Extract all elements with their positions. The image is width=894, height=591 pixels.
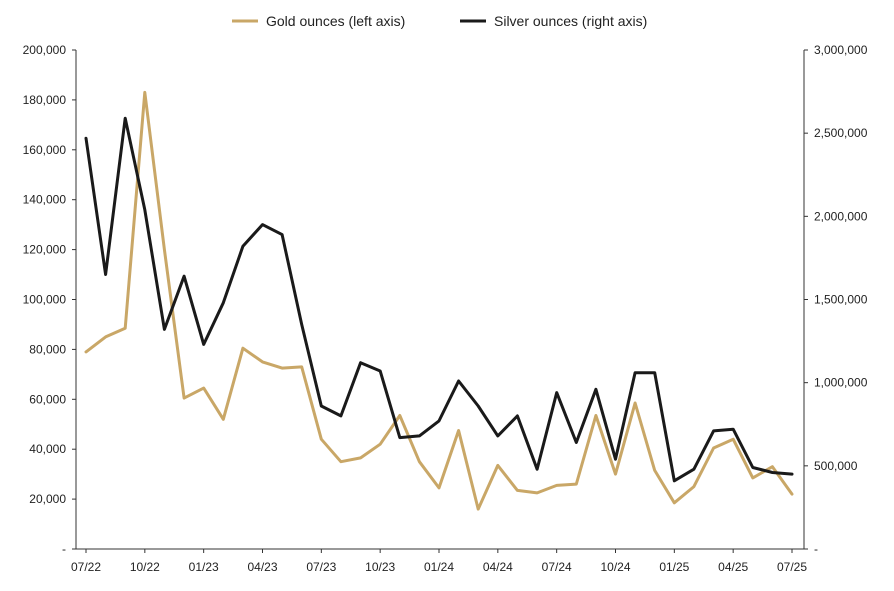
series-line-gold xyxy=(84,90,794,511)
right-axis-tick-label: - xyxy=(814,542,818,556)
left-axis-tick-label: 160,000 xyxy=(23,143,67,157)
left-axis-tick-label: 180,000 xyxy=(23,93,67,107)
right-axis-tick-label: 500,000 xyxy=(814,459,858,473)
series-line-silver xyxy=(84,116,794,483)
left-axis-tick-label: 60,000 xyxy=(29,392,66,406)
legend-label-gold: Gold ounces (left axis) xyxy=(266,13,405,29)
right-axis-tick-label: 2,500,000 xyxy=(814,126,868,140)
axes xyxy=(75,50,805,550)
right-axis-tick-label: 2,000,000 xyxy=(814,209,868,223)
x-axis-tick-label: 01/24 xyxy=(424,560,454,574)
left-axis-tick-label: 40,000 xyxy=(29,442,66,456)
x-axis-tick-label: 07/23 xyxy=(306,560,336,574)
left-axis-tick-label: 140,000 xyxy=(23,193,67,207)
right-axis-tick-label: 3,000,000 xyxy=(814,43,868,57)
left-axis-tick-label: 80,000 xyxy=(29,342,66,356)
x-axis-tick-label: 07/24 xyxy=(542,560,572,574)
series xyxy=(84,90,794,511)
right-axis-tick-label: 1,000,000 xyxy=(814,376,868,390)
left-axis-tick-label: 20,000 xyxy=(29,492,66,506)
x-axis-tick-label: 04/25 xyxy=(718,560,748,574)
left-axis-tick-label: 100,000 xyxy=(23,293,67,307)
x-axis-tick-label: 01/23 xyxy=(189,560,219,574)
x-axis-tick-label: 10/24 xyxy=(600,560,630,574)
x-axis-tick-label: 10/22 xyxy=(130,560,160,574)
ticks: - 20,000 40,000 60,000 80,000 100,000 120,000 1… xyxy=(23,43,868,574)
x-axis-tick-label: 07/25 xyxy=(777,560,807,574)
x-axis-tick-label: 10/23 xyxy=(365,560,395,574)
legend-label-silver: Silver ounces (right axis) xyxy=(494,13,647,29)
left-axis-tick-label: 120,000 xyxy=(23,243,67,257)
left-axis-tick-label: - xyxy=(62,542,66,556)
x-axis-tick-label: 04/24 xyxy=(483,560,513,574)
x-axis-tick-label: 01/25 xyxy=(659,560,689,574)
x-axis-tick-label: 07/22 xyxy=(71,560,101,574)
x-axis-tick-label: 04/23 xyxy=(247,560,277,574)
right-axis-tick-label: 1,500,000 xyxy=(814,293,868,307)
legend: Gold ounces (left axis) Silver ounces (r… xyxy=(232,13,647,29)
left-axis-tick-label: 200,000 xyxy=(23,43,67,57)
